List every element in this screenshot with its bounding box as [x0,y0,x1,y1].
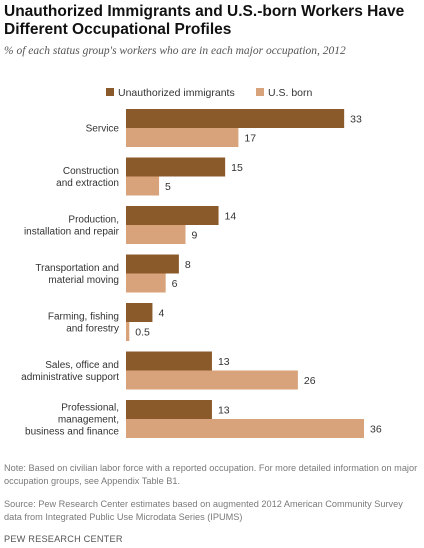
category-label: administrative support [21,372,119,383]
category-label: and forestry [66,324,119,335]
bar-us-born [126,128,239,147]
value-label: 8 [185,259,191,271]
category-label: material moving [48,275,119,286]
bar-unauthorized [126,157,226,177]
category-label: Service [86,124,120,135]
category-label: Construction [63,166,119,177]
bar-chart: Unauthorized immigrants U.S. born Servic… [21,87,382,438]
value-label: 17 [244,133,256,145]
source-note: Source: Pew Research Center estimates ba… [4,499,403,522]
bar-unauthorized [126,351,212,371]
bar-us-born [126,322,130,341]
bar-us-born [126,370,298,390]
value-label: 0.5 [135,327,150,339]
bar-us-born [126,225,186,244]
category-label: installation and repair [24,227,120,238]
value-label: 33 [350,114,362,126]
bar-us-born [126,273,166,293]
bar-unauthorized [126,109,345,128]
category-label: and extraction [56,178,119,189]
value-label: 14 [225,211,237,223]
value-label: 13 [218,356,230,368]
bar-us-born [126,176,160,196]
category-label: Professional, [61,403,119,414]
footnote: Note: Based on civilian labor force with… [4,463,418,486]
legend-swatch-unauthorized [106,88,114,96]
chart-legend: Unauthorized immigrants U.S. born [106,87,313,99]
value-label: 26 [304,375,316,387]
value-label: 9 [192,230,198,242]
category-label: Transportation and [35,263,119,274]
bar-unauthorized [126,206,219,225]
bar-unauthorized [126,303,153,322]
bar-unauthorized [126,400,212,419]
category-label: Farming, fishing [48,312,119,323]
value-label: 36 [370,424,382,436]
value-label: 15 [231,162,243,174]
value-label: 4 [158,308,164,320]
value-label: 5 [165,181,171,193]
value-label: 13 [218,405,230,417]
legend-label-unauthorized: Unauthorized immigrants [118,87,235,99]
category-label: Sales, office and [45,360,119,371]
legend-swatch-us-born [256,88,264,96]
legend-label-us-born: U.S. born [268,87,313,99]
value-label: 6 [172,278,178,290]
chart-title: Unauthorized Immigrants and U.S.-born Wo… [4,3,405,38]
category-label: management, [58,415,119,426]
category-label: Production, [68,215,119,226]
chart-subtitle: % of each status group's workers who are… [4,45,346,57]
bar-unauthorized [126,254,179,274]
category-label: business and finance [25,427,119,438]
brand-label: PEW RESEARCH CENTER [4,534,123,544]
bar-us-born [126,419,364,438]
